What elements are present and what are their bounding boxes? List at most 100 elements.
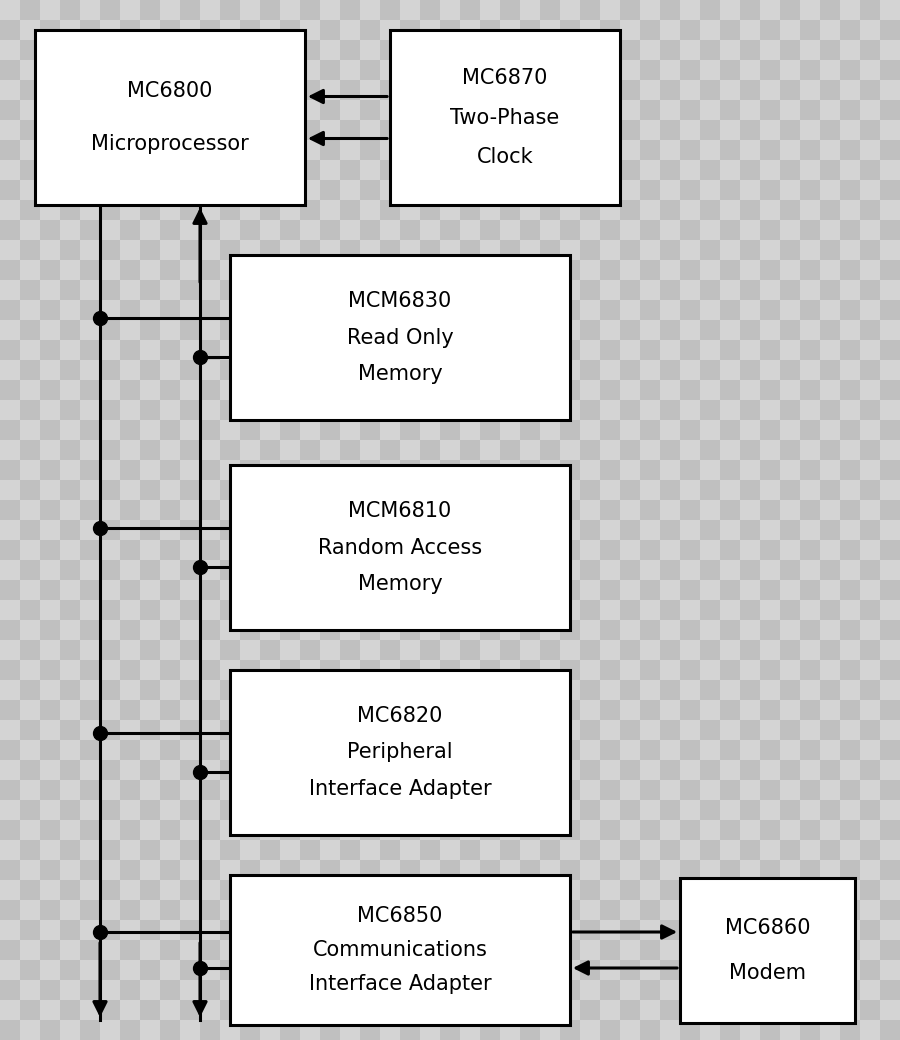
Bar	[100, 40, 120, 60]
Bar	[160, 20, 180, 40]
Bar	[320, 540, 340, 560]
Bar	[840, 700, 860, 720]
Bar	[180, 520, 200, 540]
Bar	[800, 20, 820, 40]
Bar	[220, 40, 240, 60]
Bar	[380, 320, 400, 340]
Bar	[200, 400, 220, 420]
Bar	[660, 480, 680, 500]
Bar	[720, 320, 740, 340]
Bar	[780, 540, 800, 560]
Bar	[500, 1000, 520, 1020]
Bar	[580, 400, 600, 420]
Bar	[340, 560, 360, 580]
Bar	[840, 780, 860, 800]
Bar	[320, 840, 340, 860]
Bar	[140, 560, 160, 580]
Bar	[680, 120, 700, 140]
Bar	[480, 0, 500, 20]
Bar	[760, 160, 780, 180]
Bar	[580, 0, 600, 20]
Bar	[400, 820, 420, 840]
Bar	[60, 360, 80, 380]
Bar	[660, 280, 680, 300]
Bar	[500, 580, 520, 600]
Bar	[280, 640, 300, 660]
Bar	[140, 280, 160, 300]
Bar	[780, 360, 800, 380]
Bar	[320, 260, 340, 280]
Bar	[540, 840, 560, 860]
Bar	[460, 60, 480, 80]
Bar	[580, 140, 600, 160]
Bar	[720, 740, 740, 760]
Bar	[280, 660, 300, 680]
Bar	[780, 120, 800, 140]
Bar	[680, 360, 700, 380]
Bar	[820, 80, 840, 100]
Bar	[460, 460, 480, 480]
Bar	[880, 580, 900, 600]
Bar	[120, 700, 140, 720]
Bar	[120, 500, 140, 520]
Bar	[440, 580, 460, 600]
Bar	[600, 20, 620, 40]
Bar	[620, 300, 640, 320]
Bar	[140, 620, 160, 640]
Bar	[880, 240, 900, 260]
Bar	[660, 520, 680, 540]
Bar	[840, 140, 860, 160]
Bar	[340, 260, 360, 280]
Bar	[420, 840, 440, 860]
Bar	[600, 100, 620, 120]
Bar	[380, 940, 400, 960]
Bar	[800, 280, 820, 300]
Bar	[620, 760, 640, 780]
Bar	[280, 180, 300, 200]
Bar	[660, 160, 680, 180]
Bar	[420, 480, 440, 500]
Bar	[260, 20, 280, 40]
Bar	[100, 740, 120, 760]
Bar	[500, 0, 520, 20]
Bar	[740, 760, 760, 780]
Bar	[280, 20, 300, 40]
Bar	[760, 800, 780, 820]
Bar	[880, 220, 900, 240]
Bar	[220, 280, 240, 300]
Bar	[20, 120, 40, 140]
Bar	[640, 0, 660, 20]
Bar	[740, 800, 760, 820]
Bar	[120, 440, 140, 460]
Bar	[660, 260, 680, 280]
Bar	[820, 700, 840, 720]
Bar	[160, 60, 180, 80]
Bar	[160, 260, 180, 280]
Bar	[860, 200, 880, 220]
Bar	[500, 600, 520, 620]
Bar	[700, 960, 720, 980]
Bar	[260, 60, 280, 80]
Bar	[500, 440, 520, 460]
Bar	[140, 160, 160, 180]
Bar	[860, 280, 880, 300]
Bar	[780, 1020, 800, 1040]
Bar	[540, 900, 560, 920]
Bar	[520, 80, 540, 100]
Bar	[420, 180, 440, 200]
Bar	[720, 680, 740, 700]
Bar	[60, 620, 80, 640]
Bar	[800, 100, 820, 120]
Bar	[180, 860, 200, 880]
Bar	[380, 700, 400, 720]
Bar	[500, 520, 520, 540]
Bar	[640, 880, 660, 900]
Bar	[880, 560, 900, 580]
Bar	[260, 520, 280, 540]
Bar	[600, 320, 620, 340]
Bar	[60, 780, 80, 800]
Bar	[100, 20, 120, 40]
Bar	[780, 880, 800, 900]
Bar	[60, 320, 80, 340]
Bar	[160, 80, 180, 100]
